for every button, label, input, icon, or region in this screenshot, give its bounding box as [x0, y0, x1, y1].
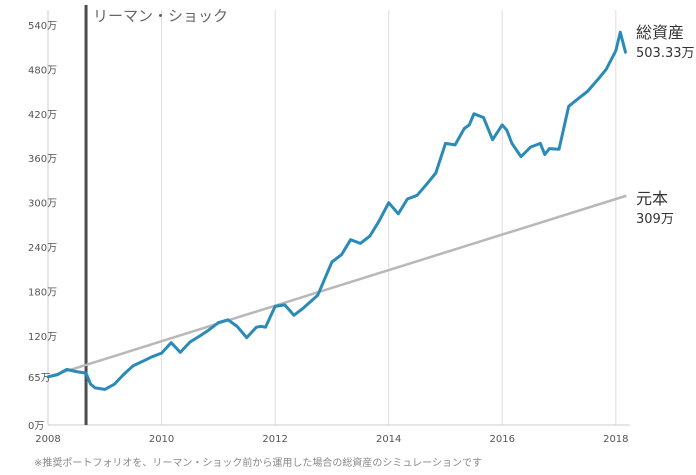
- x-tick-label: 2016: [490, 434, 515, 445]
- y-tick-label: 240万: [28, 243, 57, 254]
- series-line-principal: [46, 194, 627, 379]
- x-tick-label: 2010: [149, 434, 174, 445]
- y-tick-label: 540万: [28, 21, 57, 32]
- series-line-total-assets: [46, 30, 627, 391]
- lehman-shock-label: リーマン・ショック: [93, 7, 228, 25]
- series-name-label: 総資産: [636, 23, 684, 42]
- x-tick-label: 2018: [603, 434, 628, 445]
- y-tick-label: 180万: [28, 288, 57, 299]
- y-tick-label: 300万: [28, 199, 57, 210]
- event-marker: リーマン・ショック: [84, 5, 228, 425]
- series-end-value: 309万: [636, 212, 674, 227]
- y-tick-label: 0万: [28, 421, 44, 432]
- y-tick-label: 120万: [28, 332, 57, 343]
- axes: [47, 10, 630, 426]
- y-tick-label: 420万: [28, 110, 57, 121]
- x-axis-tick-labels: 2008 2010 2012 2014 2016 2018: [35, 434, 628, 445]
- x-tick-label: 2012: [262, 434, 287, 445]
- footnote: ※推奨ポートフォリオを、リーマン・ショック前から運用した場合の総資産のシミュレー…: [34, 456, 482, 469]
- series-name-label: 元本: [636, 189, 668, 208]
- y-tick-label: 65万: [28, 373, 51, 384]
- series-lines: [46, 30, 627, 391]
- y-tick-label: 480万: [28, 65, 57, 76]
- x-tick-label: 2014: [376, 434, 401, 445]
- series-end-value: 503.33万: [636, 46, 695, 61]
- y-tick-label: 360万: [28, 154, 57, 165]
- grid-lines: [161, 10, 617, 425]
- x-tick-label: 2008: [35, 434, 60, 445]
- y-axis-tick-labels: 0万 65万 120万 180万 240万 300万 360万 420万 480万 540万: [28, 21, 57, 432]
